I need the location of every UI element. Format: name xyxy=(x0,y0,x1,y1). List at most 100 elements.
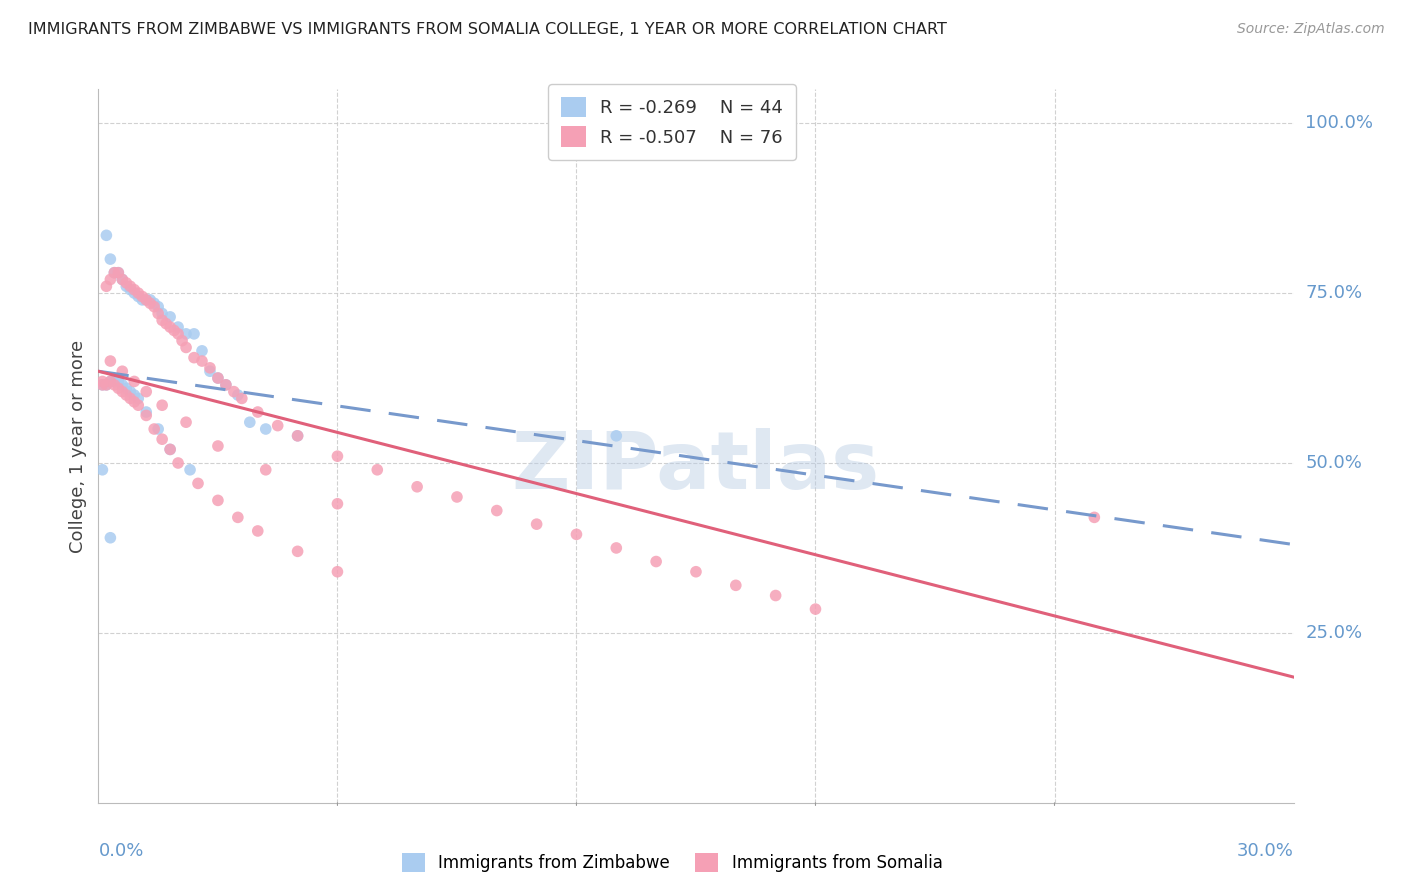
Point xyxy=(124,394,146,409)
Point xyxy=(135,293,157,307)
Point xyxy=(96,377,118,392)
Point xyxy=(115,388,138,402)
Point xyxy=(174,341,197,355)
Point xyxy=(804,602,827,616)
Point xyxy=(103,377,125,392)
Point xyxy=(207,371,229,385)
Point xyxy=(98,531,122,545)
Point xyxy=(207,493,229,508)
Point xyxy=(115,279,138,293)
Point xyxy=(215,377,238,392)
Point xyxy=(107,266,129,280)
Point xyxy=(191,343,214,358)
Point xyxy=(124,286,146,301)
Point xyxy=(187,476,209,491)
Point xyxy=(406,480,429,494)
Point xyxy=(127,398,149,412)
Point xyxy=(179,463,201,477)
Point xyxy=(139,293,162,307)
Point xyxy=(107,266,129,280)
Point xyxy=(159,320,181,334)
Text: 75.0%: 75.0% xyxy=(1305,284,1362,302)
Point xyxy=(98,375,122,389)
Point xyxy=(207,439,229,453)
Text: Source: ZipAtlas.com: Source: ZipAtlas.com xyxy=(1237,22,1385,37)
Point xyxy=(174,415,197,429)
Point xyxy=(107,381,129,395)
Point xyxy=(605,541,627,555)
Point xyxy=(150,313,173,327)
Point xyxy=(98,272,122,286)
Text: 0.0%: 0.0% xyxy=(98,842,143,860)
Point xyxy=(103,266,125,280)
Point xyxy=(91,463,114,477)
Point xyxy=(98,252,122,266)
Point xyxy=(143,296,166,310)
Point xyxy=(124,283,146,297)
Point xyxy=(120,279,142,293)
Point xyxy=(103,266,125,280)
Text: 100.0%: 100.0% xyxy=(1305,114,1374,132)
Text: IMMIGRANTS FROM ZIMBABWE VS IMMIGRANTS FROM SOMALIA COLLEGE, 1 YEAR OR MORE CORR: IMMIGRANTS FROM ZIMBABWE VS IMMIGRANTS F… xyxy=(28,22,948,37)
Point xyxy=(605,429,627,443)
Text: 25.0%: 25.0% xyxy=(1305,624,1362,642)
Point xyxy=(198,364,221,378)
Point xyxy=(111,272,134,286)
Point xyxy=(96,228,118,243)
Point xyxy=(143,300,166,314)
Point xyxy=(127,289,149,303)
Point xyxy=(135,409,157,423)
Point xyxy=(526,517,548,532)
Point xyxy=(287,544,309,558)
Point xyxy=(765,589,787,603)
Point xyxy=(246,405,269,419)
Point xyxy=(326,497,349,511)
Point xyxy=(111,377,134,392)
Point xyxy=(183,326,205,341)
Point xyxy=(287,429,309,443)
Point xyxy=(191,354,214,368)
Legend: Immigrants from Zimbabwe, Immigrants from Somalia: Immigrants from Zimbabwe, Immigrants fro… xyxy=(394,844,950,880)
Point xyxy=(167,320,190,334)
Point xyxy=(724,578,747,592)
Point xyxy=(254,422,277,436)
Point xyxy=(565,527,588,541)
Point xyxy=(120,283,142,297)
Point xyxy=(174,326,197,341)
Point xyxy=(326,565,349,579)
Point xyxy=(685,565,707,579)
Point xyxy=(226,388,249,402)
Point xyxy=(231,392,253,406)
Point xyxy=(120,392,142,406)
Point xyxy=(254,463,277,477)
Point xyxy=(131,289,153,303)
Text: ZIPatlas: ZIPatlas xyxy=(512,428,880,507)
Point xyxy=(150,398,173,412)
Point xyxy=(107,375,129,389)
Point xyxy=(446,490,468,504)
Text: 30.0%: 30.0% xyxy=(1237,842,1294,860)
Point xyxy=(183,351,205,365)
Point xyxy=(91,377,114,392)
Point xyxy=(124,388,146,402)
Point xyxy=(159,442,181,457)
Y-axis label: College, 1 year or more: College, 1 year or more xyxy=(69,340,87,552)
Point xyxy=(96,377,118,392)
Point xyxy=(135,293,157,307)
Point xyxy=(366,463,388,477)
Point xyxy=(98,354,122,368)
Point xyxy=(326,449,349,463)
Point xyxy=(159,442,181,457)
Point xyxy=(115,276,138,290)
Point xyxy=(135,405,157,419)
Point xyxy=(120,384,142,399)
Point xyxy=(148,422,170,436)
Point xyxy=(207,371,229,385)
Point xyxy=(485,503,508,517)
Point xyxy=(96,279,118,293)
Point xyxy=(645,555,668,569)
Point xyxy=(267,418,290,433)
Point xyxy=(155,317,177,331)
Point xyxy=(198,360,221,375)
Point xyxy=(124,375,146,389)
